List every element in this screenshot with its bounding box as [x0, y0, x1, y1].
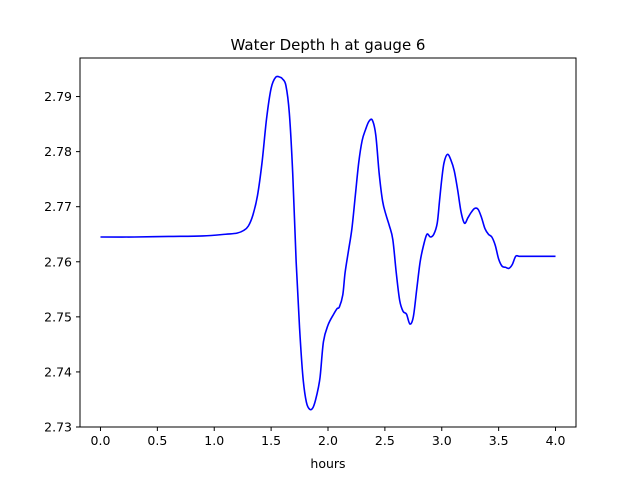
x-tick-label: 1.0: [204, 433, 224, 448]
x-tick-label: 0.0: [91, 433, 111, 448]
x-tick-label: 3.0: [432, 433, 452, 448]
y-axis: 2.73 2.74 2.75 2.76 2.77 2.78 2.79: [44, 89, 80, 435]
x-axis: 0.0 0.5 1.0 1.5 2.0 2.5 3.0 3.5 4.0: [91, 427, 566, 448]
y-tick-label: 2.76: [44, 254, 72, 269]
x-tick-label: 4.0: [546, 433, 566, 448]
y-tick-label: 2.75: [44, 309, 72, 324]
x-tick-label: 2.5: [375, 433, 395, 448]
y-tick-label: 2.77: [44, 199, 72, 214]
plot-area: [100, 75, 556, 411]
y-tick-label: 2.73: [44, 420, 72, 435]
y-tick-label: 2.74: [44, 364, 72, 379]
x-axis-label: hours: [310, 456, 345, 471]
x-tick-label: 1.5: [261, 433, 281, 448]
series-line-0: [100, 75, 556, 411]
chart-title: Water Depth h at gauge 6: [231, 36, 426, 54]
y-tick-label: 2.79: [44, 89, 72, 104]
x-tick-label: 2.0: [318, 433, 338, 448]
x-tick-label: 3.5: [489, 433, 509, 448]
y-tick-label: 2.78: [44, 144, 72, 159]
x-tick-label: 0.5: [147, 433, 167, 448]
